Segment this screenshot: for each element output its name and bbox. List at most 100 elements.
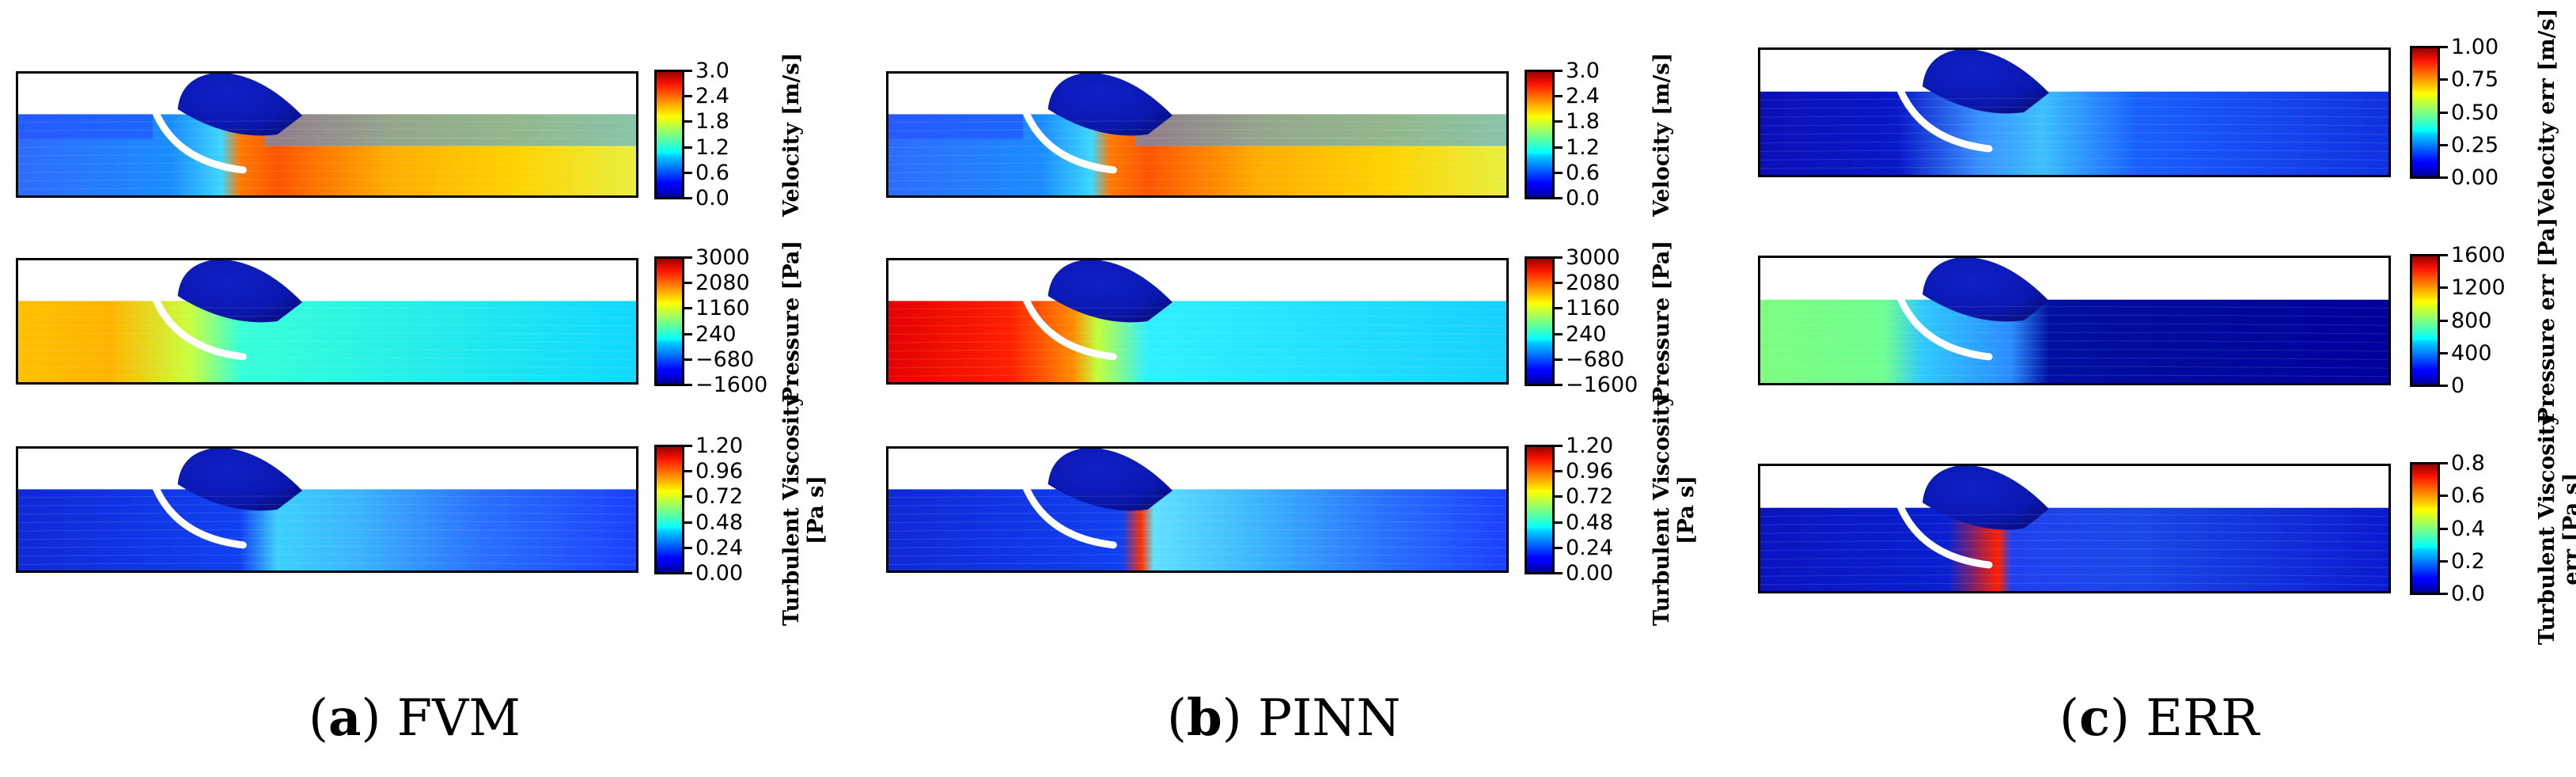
colorbar-tick-label: 0.75 <box>2451 67 2499 93</box>
caption-c: (c) ERR <box>2059 688 2260 748</box>
colorbar-tick-label: 0.96 <box>1566 459 1614 484</box>
colorbar-tick-label: 0.0 <box>2451 582 2485 606</box>
colorbar-tick-mark <box>2440 559 2448 563</box>
colorbar-tick-mark <box>684 95 692 98</box>
colorbar-tick-mark <box>684 572 692 574</box>
colorbar-tick-label: 0.25 <box>2451 132 2499 157</box>
colorbar-tick-label: 240 <box>1566 321 1607 347</box>
colorbar-tick-label: 0.0 <box>1566 186 1600 210</box>
colorbar-tick-label: 3000 <box>695 245 750 270</box>
colorbar-tick-mark <box>1555 95 1563 98</box>
colorbar-tick-label: 0.24 <box>695 535 744 560</box>
colorbar-tick-mark <box>1555 358 1563 361</box>
colorbar-tick-label: 800 <box>2451 308 2492 333</box>
field-panel <box>1758 256 2391 385</box>
colorbar <box>654 445 684 574</box>
colorbar-tick-mark <box>2440 286 2448 290</box>
colorbar <box>1525 445 1555 574</box>
colorbar-tick-label: −1600 <box>1566 373 1638 397</box>
colorbar-label: Velocity err [m/s] <box>2535 8 2559 216</box>
colorbar-tick-mark <box>2440 593 2448 595</box>
colorbar-tick-mark <box>1555 572 1563 574</box>
colorbar-tick-mark <box>1555 384 1563 386</box>
colorbar-tick-mark <box>684 146 692 149</box>
colorbar-tick-label: −680 <box>695 347 755 372</box>
colorbar-tick-label: 0 <box>2451 373 2465 398</box>
colorbar-label: Velocity [m/s] <box>779 52 804 217</box>
colorbar-tick-mark <box>684 256 692 259</box>
colorbar-tick-mark <box>684 546 692 549</box>
colorbar <box>654 70 684 199</box>
colorbar-tick-label: 0.00 <box>2451 165 2499 190</box>
colorbar-tick-label: −680 <box>1566 347 1625 372</box>
colorbar-tick-mark <box>1555 445 1563 447</box>
colorbar-tick-label: 1160 <box>1566 296 1620 321</box>
colorbar-tick-mark <box>2440 111 2448 114</box>
colorbar-tick-mark <box>2440 143 2448 146</box>
colorbar-tick-label: 1.20 <box>695 434 744 458</box>
colorbar-tick-label: 1.00 <box>2451 35 2499 59</box>
colorbar-tick-mark <box>1555 197 1563 199</box>
colorbar-tick-label: 3.0 <box>1566 59 1600 83</box>
caption-a: (a) FVM <box>309 688 521 748</box>
colorbar-label: Pressure err [Pa] <box>2535 217 2559 423</box>
colorbar-tick-mark <box>1555 146 1563 149</box>
colorbar-tick-mark <box>684 332 692 335</box>
colorbar <box>2410 46 2440 179</box>
colorbar-tick-mark <box>684 282 692 285</box>
colorbar-label: Velocity [m/s] <box>1650 52 1674 217</box>
colorbar-tick-label: 0.48 <box>695 510 744 535</box>
colorbar-tick-mark <box>2440 495 2448 498</box>
caption-b: (b) PINN <box>1167 688 1401 748</box>
colorbar-tick-mark <box>1555 546 1563 549</box>
colorbar-tick-mark <box>1555 332 1563 335</box>
colorbar-tick-mark <box>1555 120 1563 123</box>
colorbar-tick-label: 1160 <box>695 296 750 321</box>
colorbar <box>1525 256 1555 386</box>
colorbar-tick-mark <box>684 495 692 498</box>
colorbar-tick-label: 400 <box>2451 340 2492 366</box>
colorbar-tick-label: 0.72 <box>1566 484 1614 510</box>
field-panel <box>16 446 638 573</box>
colorbar <box>654 256 684 386</box>
colorbar-label: Pressure [Pa] <box>1650 240 1674 403</box>
colorbar-tick-label: 3000 <box>1566 245 1620 270</box>
colorbar-tick-mark <box>2440 78 2448 81</box>
colorbar-tick-label: 1.2 <box>1566 135 1600 160</box>
colorbar-tick-label: 240 <box>695 321 737 347</box>
colorbar-tick-mark <box>684 445 692 447</box>
colorbar-tick-label: −1600 <box>695 373 768 397</box>
colorbar-tick-label: 3.0 <box>695 59 729 83</box>
field-panel <box>1758 47 2391 177</box>
colorbar-tick-label: 1.2 <box>695 135 729 160</box>
colorbar-tick-label: 0.4 <box>2451 516 2485 541</box>
colorbar-label: Turbulent Viscosity [Pa s] <box>779 393 829 626</box>
colorbar-tick-label: 0.00 <box>695 561 744 586</box>
colorbar-tick-mark <box>2440 319 2448 322</box>
field-panel <box>886 446 1509 573</box>
colorbar-tick-mark <box>1555 282 1563 285</box>
colorbar-tick-label: 0.0 <box>695 186 729 210</box>
colorbar-tick-mark <box>684 120 692 123</box>
colorbar-tick-mark <box>2440 527 2448 530</box>
colorbar-tick-label: 0.6 <box>695 160 729 185</box>
colorbar-tick-label: 0.6 <box>2451 483 2485 509</box>
colorbar-tick-mark <box>1555 171 1563 174</box>
colorbar-tick-mark <box>684 307 692 310</box>
field-panel <box>886 258 1509 385</box>
colorbar-tick-mark <box>684 521 692 524</box>
colorbar-tick-mark <box>684 384 692 386</box>
colorbar-tick-label: 0.96 <box>695 459 744 484</box>
colorbar-tick-mark <box>1555 495 1563 498</box>
colorbar-label: Turbulent Viscosity [Pa s] <box>1650 393 1699 626</box>
colorbar-tick-label: 0.72 <box>695 484 744 510</box>
colorbar <box>2410 462 2440 595</box>
colorbar-tick-mark <box>2440 254 2448 256</box>
colorbar-tick-mark <box>684 197 692 199</box>
colorbar-tick-label: 1.20 <box>1566 434 1614 458</box>
colorbar-tick-mark <box>2440 462 2448 464</box>
colorbar-tick-label: 0.00 <box>1566 561 1614 586</box>
colorbar-tick-mark <box>2440 385 2448 387</box>
colorbar-tick-label: 0.2 <box>2451 548 2485 574</box>
colorbar-tick-label: 2080 <box>1566 271 1620 296</box>
